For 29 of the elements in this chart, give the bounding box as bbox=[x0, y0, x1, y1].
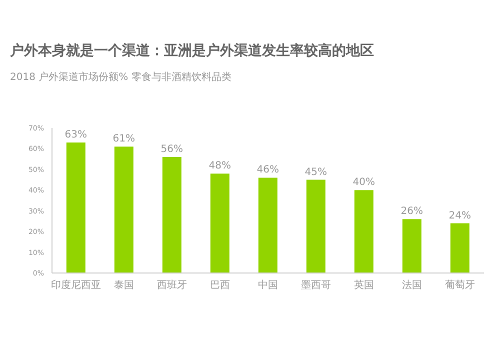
x-tick-label: 泰国 bbox=[114, 280, 134, 292]
bar bbox=[354, 190, 374, 273]
x-tick-label: 中国 bbox=[258, 279, 278, 292]
bar bbox=[450, 223, 470, 273]
bar bbox=[114, 146, 134, 273]
bar bbox=[162, 157, 182, 273]
chart-title: 户外本身就是一个渠道：亚洲是户外渠道发生率较高的地区 bbox=[10, 42, 374, 60]
data-label: 24% bbox=[448, 210, 472, 222]
bar bbox=[66, 142, 86, 273]
x-tick-label: 法国 bbox=[402, 279, 422, 292]
data-label: 46% bbox=[256, 164, 280, 176]
data-label: 48% bbox=[208, 160, 232, 172]
x-tick-label: 西班牙 bbox=[157, 279, 187, 292]
x-tick-label: 英国 bbox=[354, 279, 374, 292]
bar bbox=[210, 174, 230, 273]
data-label: 26% bbox=[400, 206, 424, 218]
bar bbox=[258, 178, 278, 273]
x-tick-label: 墨西哥 bbox=[301, 280, 331, 292]
data-label: 63% bbox=[64, 130, 88, 140]
bar bbox=[306, 180, 326, 273]
data-label: 61% bbox=[112, 134, 136, 145]
data-label: 56% bbox=[160, 144, 184, 155]
data-label: 40% bbox=[352, 177, 376, 188]
x-tick-label: 印度尼西亚 bbox=[51, 279, 101, 292]
x-tick-label: 葡萄牙 bbox=[445, 279, 475, 292]
data-label: 45% bbox=[304, 166, 328, 178]
chart-subtitle: 2018 户外渠道市场份额% 零食与非酒精饮料品类 bbox=[10, 70, 232, 84]
bar bbox=[402, 219, 422, 273]
x-tick-label: 巴西 bbox=[210, 280, 230, 292]
